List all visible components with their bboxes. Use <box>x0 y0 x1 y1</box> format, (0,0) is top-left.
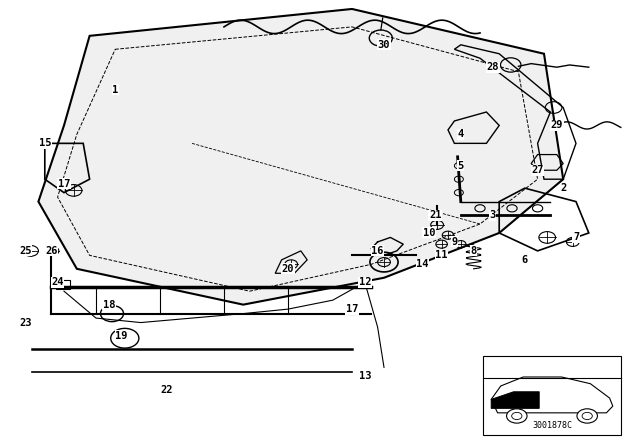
Text: 4: 4 <box>458 129 464 139</box>
Text: 14: 14 <box>416 259 429 269</box>
Text: 22: 22 <box>160 385 173 395</box>
Text: 3: 3 <box>490 210 496 220</box>
Text: 15: 15 <box>38 138 51 148</box>
Text: 7: 7 <box>573 233 579 242</box>
Text: 26: 26 <box>45 246 58 256</box>
Text: 17: 17 <box>58 179 70 189</box>
Polygon shape <box>38 9 563 305</box>
Text: 12: 12 <box>358 277 371 287</box>
Text: 2: 2 <box>560 183 566 193</box>
Text: 29: 29 <box>550 121 563 130</box>
Text: 11: 11 <box>435 250 448 260</box>
Text: 24: 24 <box>51 277 64 287</box>
Text: 23: 23 <box>19 318 32 327</box>
Text: 16: 16 <box>371 246 384 256</box>
Text: 17: 17 <box>346 304 358 314</box>
Text: 21: 21 <box>429 210 442 220</box>
Text: 8: 8 <box>470 246 477 256</box>
Text: 10: 10 <box>422 228 435 238</box>
Text: 20: 20 <box>282 264 294 274</box>
Text: 19: 19 <box>115 331 128 341</box>
Text: 5: 5 <box>458 161 464 171</box>
Text: 3001878C: 3001878C <box>532 421 572 430</box>
Text: 9: 9 <box>451 237 458 247</box>
Text: 30: 30 <box>378 40 390 50</box>
Circle shape <box>577 409 598 423</box>
Text: 27: 27 <box>531 165 544 175</box>
Polygon shape <box>492 392 540 409</box>
Text: 25: 25 <box>19 246 32 256</box>
Text: 28: 28 <box>486 62 499 72</box>
Circle shape <box>507 409 527 423</box>
Text: 18: 18 <box>102 300 115 310</box>
Text: 13: 13 <box>358 371 371 381</box>
Text: 6: 6 <box>522 255 528 265</box>
Bar <box>483 356 621 435</box>
Text: 1: 1 <box>112 85 118 95</box>
